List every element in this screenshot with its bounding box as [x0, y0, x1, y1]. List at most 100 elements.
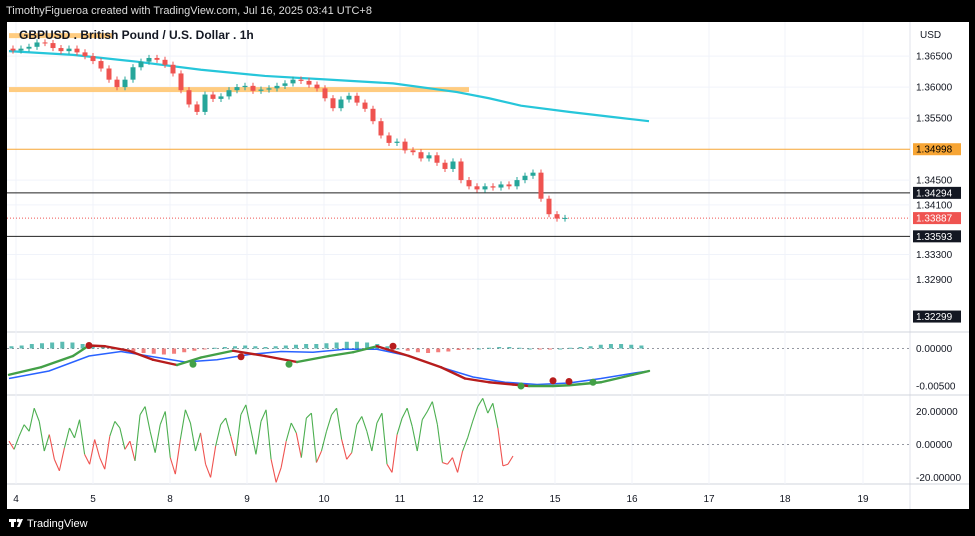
candle-body	[410, 150, 416, 153]
oscillator-segment	[260, 409, 267, 422]
oscillator-segment	[8, 440, 15, 450]
oscillator-segment	[104, 436, 111, 470]
ema-series	[8, 50, 650, 123]
macd-line-segment	[175, 356, 203, 367]
candle-body	[250, 85, 256, 91]
oscillator-segment	[43, 434, 50, 452]
candle-body	[106, 68, 112, 80]
macd-line-segment	[151, 358, 179, 367]
macd-line-segment	[263, 354, 299, 364]
oscillator-segment	[381, 413, 388, 465]
candle-body	[58, 48, 64, 52]
macd-cross-marker	[389, 342, 397, 350]
macd-histogram-bar	[50, 342, 55, 349]
time-tick-label: 18	[779, 494, 791, 505]
chart-frame[interactable]: 1.36500 1.36000 1.35500 1.34500 1.34100 1.333…	[7, 22, 969, 509]
oscillator-segment	[119, 427, 126, 450]
macd-cross-marker	[517, 382, 525, 390]
candle-body	[10, 48, 16, 51]
candle-body	[362, 102, 368, 109]
macd-line-segment	[487, 381, 515, 386]
macd-line-segment	[599, 373, 635, 384]
macd-cross-marker	[565, 378, 573, 385]
oscillator-segment	[285, 422, 292, 442]
oscillator-segment	[270, 459, 277, 483]
macd-histogram-bar	[161, 348, 166, 355]
macd-histogram-bar	[19, 345, 24, 349]
macd-histogram-bar	[476, 348, 481, 350]
macd-signal-line	[8, 348, 650, 386]
candle-body	[170, 64, 176, 74]
macd-line-segment	[407, 354, 443, 369]
macd-histogram-bar	[558, 348, 563, 350]
candle-body	[354, 95, 360, 103]
oscillator-segment	[53, 459, 60, 472]
price-label: 1.33887	[916, 214, 953, 225]
macd-histogram-bar	[100, 347, 105, 349]
time-axis: 4 5 8 9 10 11 12 15 16 17 18 19	[13, 494, 869, 505]
candle-body	[450, 161, 456, 169]
oscillator-segment	[442, 462, 448, 465]
macd-line-segment	[631, 369, 651, 376]
currency-label[interactable]: USD	[920, 30, 941, 41]
candle-body	[426, 155, 432, 159]
candle-body	[522, 175, 528, 181]
oscillator-segment	[205, 464, 212, 478]
macd-tick-label: -0.00500	[916, 382, 956, 393]
oscillator-segment	[320, 431, 328, 452]
macd-histogram-bar	[80, 344, 85, 349]
candle-body	[202, 94, 208, 112]
oscillator-segment	[265, 409, 272, 460]
candle-body	[474, 186, 480, 190]
macd-cross-marker	[85, 342, 93, 349]
oscillator-segment	[23, 424, 30, 432]
oscillator-segment	[144, 406, 151, 432]
oscillator-segment	[184, 409, 191, 424]
oscillator-segment	[477, 398, 484, 407]
candlestick-series	[10, 39, 568, 222]
macd-histogram-bar	[537, 348, 542, 350]
candle-body	[442, 162, 448, 169]
oscillator-segment	[462, 437, 469, 452]
oscillator-tick-label: 20.00000	[916, 407, 958, 418]
macd-histogram-bar	[354, 341, 359, 349]
price-label: 1.34294	[916, 188, 953, 199]
price-tick-label: 1.34100	[916, 200, 953, 211]
candle-body	[338, 99, 344, 109]
macd-histogram-bar	[385, 346, 390, 349]
macd-line-segment	[551, 384, 571, 388]
candle-body	[210, 94, 216, 99]
oscillator-segment	[371, 422, 378, 452]
macd-histogram-bar	[619, 344, 624, 349]
oscillator-segment	[361, 416, 368, 432]
tradingview-logo[interactable]: TradingView	[0, 509, 100, 536]
oscillator-segment	[492, 403, 499, 429]
price-label: 1.33593	[916, 232, 953, 243]
time-tick-label: 8	[167, 494, 173, 505]
candle-body	[218, 96, 224, 99]
oscillator-segment	[215, 424, 222, 447]
macd-histogram-bar	[365, 342, 370, 349]
macd-tick-label: 0.00000	[916, 344, 953, 355]
macd-histogram-bar	[253, 346, 258, 349]
oscillator-segment	[411, 426, 418, 452]
oscillator-segment	[68, 427, 76, 439]
candle-body	[122, 79, 128, 88]
candle-body	[266, 88, 272, 90]
candle-body	[370, 108, 376, 122]
oscillator-segment	[58, 447, 65, 471]
oscillator-tick-label: -20.00000	[916, 473, 961, 484]
candle-body	[282, 83, 288, 86]
candle-body	[562, 217, 568, 219]
oscillator-segment	[225, 417, 232, 437]
macd-histogram-bar	[405, 348, 410, 351]
oscillator-segment	[310, 413, 317, 463]
candle-body	[466, 180, 472, 187]
candle-body	[530, 172, 536, 176]
oscillator-segment	[18, 424, 25, 437]
macd-line-segment	[351, 345, 379, 354]
oscillator-segment	[451, 457, 459, 473]
chart-canvas[interactable]: 1.36500 1.36000 1.35500 1.34500 1.34100 1.333…	[7, 22, 969, 509]
oscillator-segment	[386, 463, 393, 473]
oscillator-segment	[421, 411, 428, 421]
